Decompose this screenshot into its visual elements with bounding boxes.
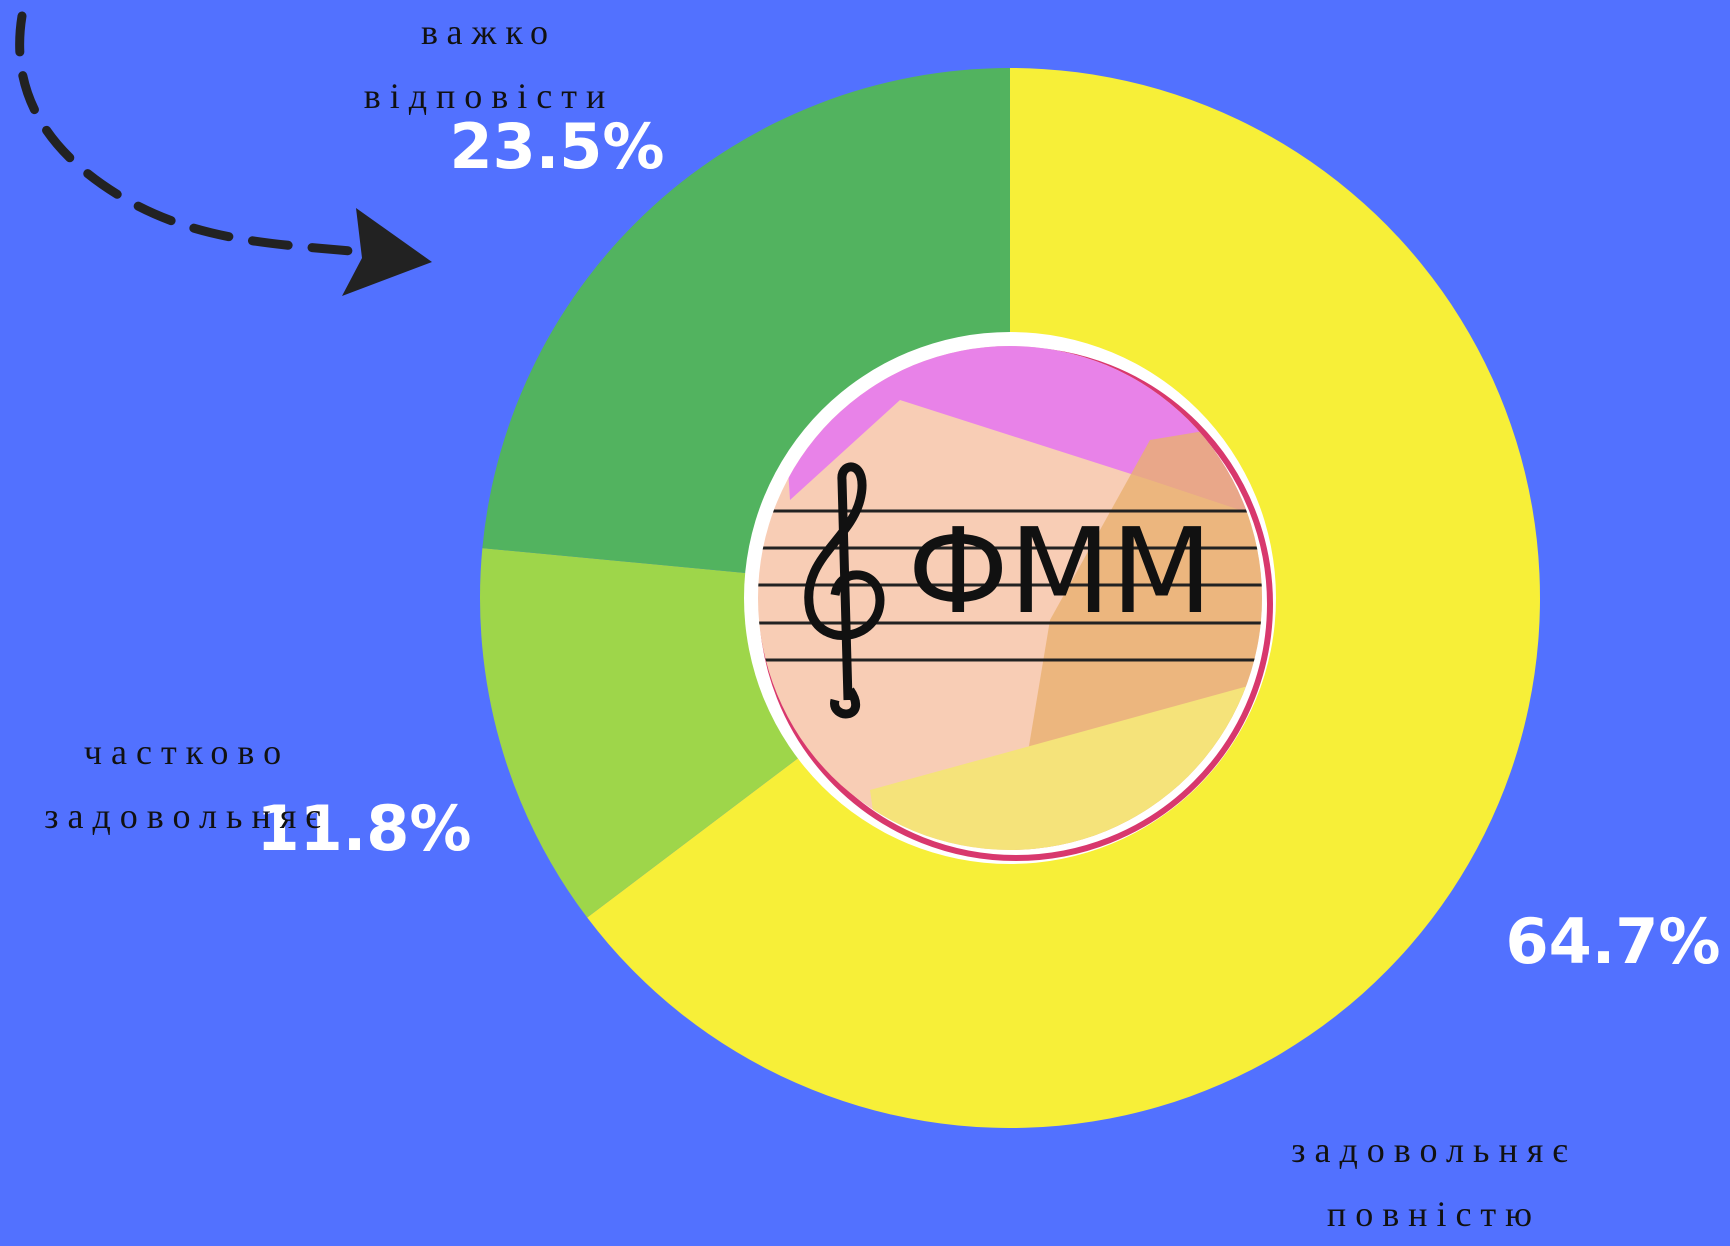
category-label: важко відповісти — [363, 12, 615, 116]
logo: ФММ — [744, 332, 1276, 864]
category-label: частково задовольняє — [44, 732, 330, 836]
clef — [804, 462, 885, 719]
value-label: 23.5% — [449, 110, 664, 183]
logo-text: ФММ — [907, 502, 1212, 640]
arrow — [15, 11, 432, 296]
value-label: 11.8% — [256, 792, 471, 865]
arrow-line — [15, 11, 367, 257]
category-label: задовольняє повністю — [1291, 1130, 1577, 1234]
value-label: 64.7% — [1505, 905, 1720, 978]
arrow-head — [342, 208, 432, 296]
